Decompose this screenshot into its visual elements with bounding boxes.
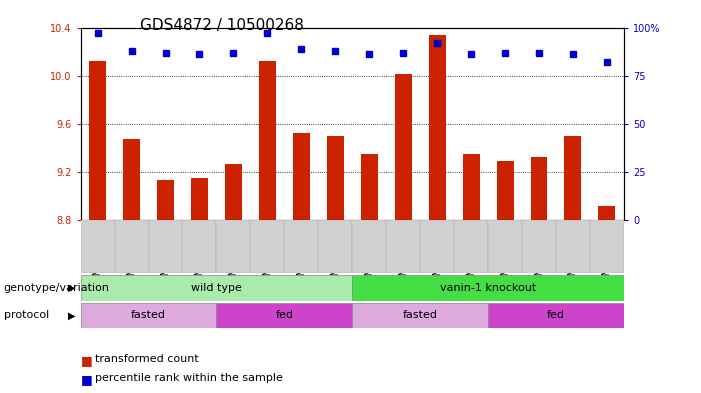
Bar: [123, 140, 140, 220]
Text: ▶: ▶: [68, 283, 76, 293]
Bar: [531, 158, 547, 220]
Bar: [81, 303, 217, 328]
Bar: [454, 220, 488, 273]
Bar: [182, 220, 217, 273]
Bar: [225, 163, 242, 220]
Bar: [217, 220, 250, 273]
Bar: [327, 136, 343, 220]
Bar: [293, 134, 310, 220]
Bar: [149, 220, 182, 273]
Text: ▶: ▶: [68, 310, 76, 320]
Bar: [590, 220, 624, 273]
Bar: [157, 180, 174, 220]
Bar: [496, 161, 514, 220]
Text: ■: ■: [81, 373, 93, 386]
Bar: [250, 220, 285, 273]
Bar: [556, 220, 590, 273]
Text: percentile rank within the sample: percentile rank within the sample: [95, 373, 283, 382]
Bar: [81, 275, 353, 301]
Bar: [217, 303, 353, 328]
Bar: [522, 220, 556, 273]
Bar: [395, 74, 411, 220]
Text: fed: fed: [547, 310, 565, 320]
Bar: [463, 154, 479, 220]
Text: fasted: fasted: [402, 310, 437, 320]
Bar: [285, 220, 318, 273]
Bar: [361, 154, 378, 220]
Bar: [318, 220, 353, 273]
Text: vanin-1 knockout: vanin-1 knockout: [440, 283, 536, 293]
Bar: [81, 220, 114, 273]
Text: GDS4872 / 10500268: GDS4872 / 10500268: [140, 18, 304, 33]
Bar: [386, 220, 420, 273]
Text: protocol: protocol: [4, 310, 49, 320]
Text: wild type: wild type: [191, 283, 242, 293]
Bar: [191, 178, 208, 220]
Bar: [599, 206, 615, 220]
Text: ■: ■: [81, 354, 93, 367]
Bar: [114, 220, 149, 273]
Bar: [259, 61, 276, 220]
Text: genotype/variation: genotype/variation: [4, 283, 109, 293]
Bar: [353, 275, 624, 301]
Text: fed: fed: [275, 310, 293, 320]
Bar: [353, 220, 386, 273]
Bar: [420, 220, 454, 273]
Bar: [353, 303, 488, 328]
Bar: [488, 303, 624, 328]
Bar: [564, 136, 581, 220]
Bar: [428, 35, 446, 220]
Text: fasted: fasted: [131, 310, 166, 320]
Bar: [89, 61, 106, 220]
Bar: [488, 220, 522, 273]
Text: transformed count: transformed count: [95, 354, 198, 364]
